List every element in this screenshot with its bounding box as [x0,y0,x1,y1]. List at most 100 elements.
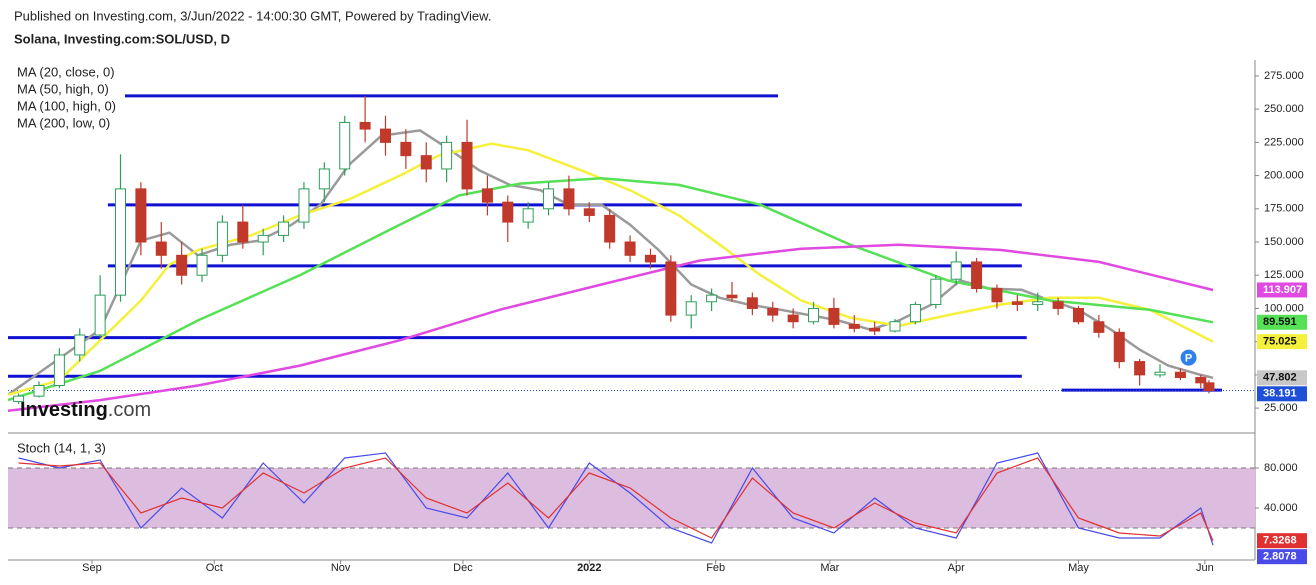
candle-body [685,301,697,316]
y-tick-label: 150.000 [1264,236,1304,248]
candle-body [909,303,921,323]
candle-body [706,294,718,303]
x-tick-label: May [1068,562,1089,574]
candle-body [1011,301,1023,305]
candle-body [461,141,473,190]
candle-body [94,294,106,336]
y-tick-label: 40.000 [1264,502,1298,514]
y-tick-label: 200.000 [1264,169,1304,181]
candle-body [196,254,208,276]
candle-body [318,168,330,190]
candle-body [767,307,779,316]
candle-body [420,155,432,170]
stoch-line [18,457,1214,541]
candle-body [278,221,290,236]
event-marker-label: P [1185,353,1192,365]
candle-body [848,323,860,329]
candle-body [257,234,269,243]
symbol-title: Solana, Investing.com:SOL/USD, D [14,31,230,46]
candle-body [237,221,249,243]
price-tag-label: 47.802 [1263,372,1297,384]
legend-entry: MA (50, high, 0) [17,81,109,96]
candle-body [176,254,188,276]
candle-body [298,188,310,223]
stoch-line [18,452,1214,546]
candle-body [1134,361,1146,376]
moving-average [8,129,1214,396]
candle-body [604,214,616,243]
candle-body [971,261,983,290]
candle-body [583,208,595,216]
price-tag [1257,533,1307,549]
candle-body [400,141,412,157]
candle-body [543,188,555,210]
candle-body [1113,331,1125,363]
moving-average [8,176,1214,402]
price-tag-label: 2.8078 [1263,551,1297,563]
candle-body [441,141,453,170]
logo-suffix: .com [108,399,151,421]
y-tick-label: 80.000 [1264,462,1298,474]
x-tick-label: Feb [706,562,725,574]
candle-body [522,208,534,223]
candle-body [216,221,228,256]
candle-body [1032,301,1044,305]
y-tick-label: 25.000 [1264,402,1298,414]
candle-body [950,261,962,280]
candle-body [1072,307,1084,323]
price-tag-label: 38.191 [1263,388,1297,400]
event-marker [1180,349,1197,366]
price-tag-label: 89.591 [1263,316,1297,328]
legend-entry: MA (20, close, 0) [17,64,115,79]
candle-body [746,297,758,309]
price-tag [1257,386,1307,402]
candle-body [828,307,840,325]
candle-body [869,327,881,332]
legend-entry: MA (100, high, 0) [17,98,116,113]
price-tag [1257,334,1307,350]
candle-body [624,241,636,256]
candle-body [1093,321,1105,333]
x-tick-label: Dec [453,562,473,574]
candle-body [787,314,799,323]
candle-body [155,241,167,256]
candle-body [13,395,25,402]
stoch-title: Stoch (14, 1, 3) [17,440,106,455]
candle-body [339,121,351,170]
candle-body [1154,371,1166,376]
x-tick-label: Mar [820,562,839,574]
candle-body [502,201,514,223]
overlay: SepOctNovDec2022FebMarAprMayJun25.00050.… [17,64,1307,574]
y-tick-label: 175.000 [1264,203,1304,215]
candle-body [563,188,575,210]
moving-average [8,243,1214,412]
price-tag-label: 113.907 [1263,284,1302,296]
published-note: Published on Investing.com, 3/Jun/2022 -… [14,8,491,23]
candle-body [889,321,901,332]
candle-body [665,261,677,316]
candle-body [115,188,127,296]
price-tag-label: 75.025 [1263,336,1297,348]
logo: Investing.com [20,399,151,421]
price-tag [1257,314,1307,330]
stoch-panel [8,452,1255,546]
price-tag [1257,370,1307,386]
legend-entry: MA (200, low, 0) [17,115,110,130]
stoch-band [8,468,1255,528]
candle-body [1174,371,1186,379]
candle-body [930,278,942,305]
candle-body [726,294,738,299]
y-tick-label: 125.000 [1264,269,1304,281]
y-tick-label: 250.000 [1264,103,1304,115]
x-tick-label: Jun [1196,562,1214,574]
x-tick-label: 2022 [577,562,601,574]
x-tick-label: Oct [206,562,223,574]
candle-body [808,307,820,323]
candle-body [379,128,391,143]
candle-body [1052,301,1064,309]
candle-body [74,334,86,356]
price-tag-label: 7.3268 [1263,535,1297,547]
candle-body [1203,382,1215,392]
x-tick-label: Apr [948,562,965,574]
candle-body [991,288,1003,303]
